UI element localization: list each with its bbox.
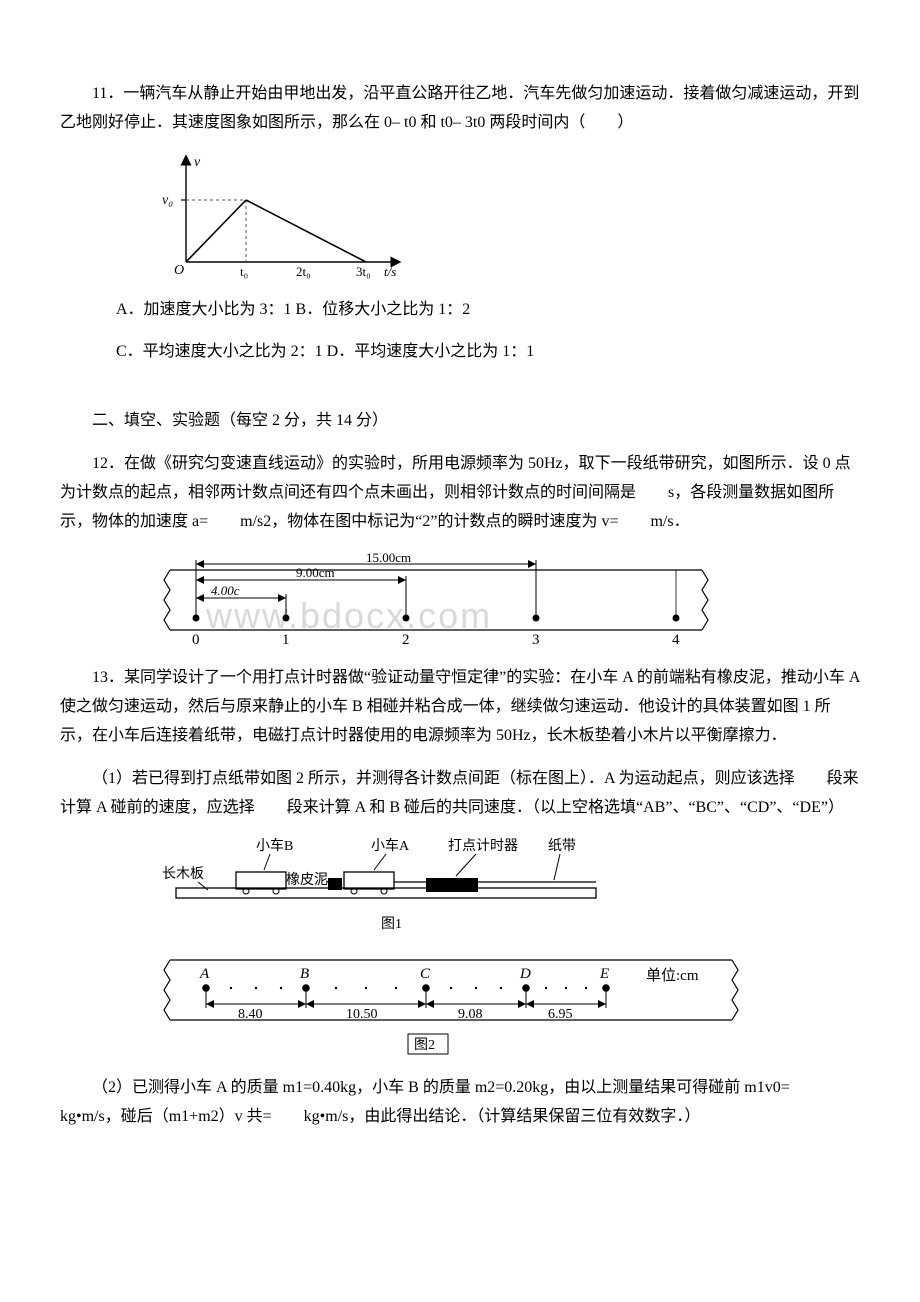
- svg-text:9.00cm: 9.00cm: [296, 565, 335, 580]
- svg-text:v: v: [194, 155, 201, 170]
- svg-text:纸带: 纸带: [548, 838, 576, 854]
- svg-text:0: 0: [192, 632, 200, 648]
- q13-fig2: A B C D E 单位:cm 8.40 10.50 9.08 6.95 图2: [156, 950, 860, 1060]
- q13-part1: （1）若已得到打点纸带如图 2 所示，并测得各计数点间距（标在图上）．A 为运动…: [60, 765, 860, 823]
- svg-text:C: C: [420, 966, 431, 982]
- svg-text:单位:cm: 单位:cm: [646, 967, 699, 984]
- svg-text:图1: 图1: [381, 917, 402, 932]
- svg-text:3: 3: [532, 632, 540, 648]
- q12-text: 12．在做《研究匀变速直线运动》的实验时，所用电源频率为 50Hz，取下一段纸带…: [60, 450, 860, 536]
- svg-text:橡皮泥: 橡皮泥: [286, 872, 328, 888]
- svg-text:6.95: 6.95: [548, 1007, 573, 1022]
- svg-text:15.00cm: 15.00cm: [366, 550, 411, 565]
- svg-text:D: D: [519, 966, 531, 982]
- q11-graph: v O v₀ t₀ 2t₀ 3t₀ t/s: [156, 152, 860, 282]
- q11-cd: C．平均速度大小之比为 2：1 D．平均速度大小之比为 1：1: [116, 338, 860, 367]
- svg-text:v₀: v₀: [162, 193, 173, 208]
- svg-text:4: 4: [672, 632, 680, 648]
- svg-text:8.40: 8.40: [238, 1007, 263, 1022]
- q13-fig1: 小车B 小车A 打点计时器 纸带 长木板 橡皮泥 图1: [156, 836, 860, 936]
- svg-text:小车A: 小车A: [371, 837, 410, 854]
- q11-ab: A．加速度大小比为 3：1 B．位移大小之比为 1：2: [116, 296, 860, 325]
- svg-text:9.08: 9.08: [458, 1007, 483, 1022]
- q11-text: 11．一辆汽车从静止开始由甲地出发，沿平直公路开往乙地．汽车先做匀加速运动．接着…: [60, 80, 860, 138]
- svg-text:O: O: [174, 263, 184, 278]
- svg-text:4.00c: 4.00c: [211, 583, 240, 598]
- svg-text:图2: 图2: [414, 1038, 435, 1053]
- q13-intro: 13．某同学设计了一个用打点计时器做“验证动量守恒定律”的实验：在小车 A 的前…: [60, 664, 860, 750]
- q13-part2: （2）已测得小车 A 的质量 m1=0.40kg，小车 B 的质量 m2=0.2…: [60, 1074, 860, 1132]
- svg-text:2t₀: 2t₀: [296, 264, 311, 279]
- svg-text:B: B: [300, 966, 309, 982]
- svg-text:小车B: 小车B: [256, 837, 293, 854]
- svg-text:10.50: 10.50: [346, 1007, 378, 1022]
- svg-text:t₀: t₀: [240, 264, 248, 279]
- svg-text:3t₀: 3t₀: [356, 264, 371, 279]
- section-header: 二、填空、实验题（每空 2 分，共 14 分）: [60, 407, 860, 436]
- svg-text:打点计时器: 打点计时器: [448, 837, 518, 854]
- q12-tape: www.bdocx.com 0 1 2 3 4 4.00c 9.00cm: [156, 550, 860, 650]
- svg-text:E: E: [599, 966, 609, 982]
- svg-text:长木板: 长木板: [162, 866, 204, 882]
- svg-text:A: A: [199, 966, 210, 982]
- svg-text:2: 2: [402, 632, 410, 648]
- svg-text:1: 1: [282, 632, 290, 648]
- svg-text:t/s: t/s: [384, 264, 396, 279]
